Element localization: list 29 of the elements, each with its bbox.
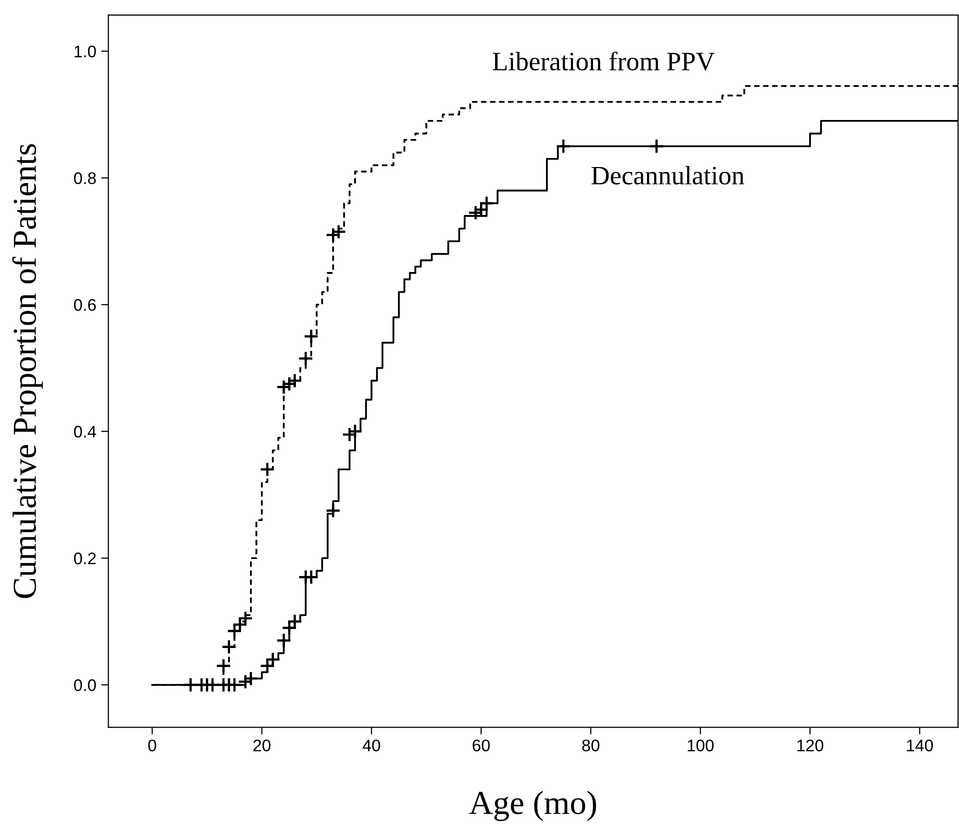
y-axis-title: Cumulative Proportion of Patients (12, 144, 43, 598)
point (216, 658, 232, 674)
y-tick-label: 0.2 (74, 552, 96, 564)
point (221, 639, 237, 655)
x-tick-label: 80 (582, 740, 600, 752)
x-tick-label: 0 (148, 740, 156, 752)
x-tick-label: 100 (688, 740, 714, 752)
x-axis-title: Age (mo) (469, 790, 596, 822)
point (226, 677, 242, 693)
point (303, 569, 319, 585)
point (303, 328, 319, 344)
point (298, 350, 314, 366)
x-tick-label: 40 (362, 740, 380, 752)
point (276, 632, 292, 648)
y-tick-label: 0.0 (74, 679, 96, 692)
point (648, 138, 664, 154)
y-tick-label: 0.6 (74, 299, 96, 311)
y-tick-label: 1.0 (74, 46, 96, 58)
point (260, 462, 276, 478)
y-tick-label: 0.8 (74, 172, 96, 184)
series-label: Decannulation (592, 166, 744, 185)
x-tick-label: 140 (907, 740, 933, 752)
x-tick-label: 20 (253, 740, 270, 752)
x-tick-label: 120 (797, 740, 824, 752)
series-label: Liberation from PPV (492, 52, 715, 71)
point (325, 502, 341, 518)
point (556, 138, 572, 154)
y-tick-label: 0.4 (74, 426, 96, 438)
x-tick-label: 60 (472, 740, 490, 752)
